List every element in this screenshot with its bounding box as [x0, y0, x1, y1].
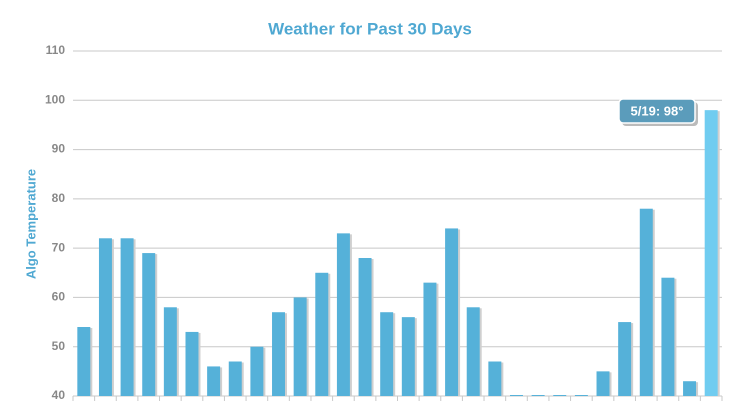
bar: [466, 307, 480, 396]
bar: [207, 366, 221, 396]
bar: [142, 253, 156, 396]
bar: [336, 233, 350, 396]
bar: [661, 277, 675, 396]
y-axis-label: Algo Temperature: [23, 169, 38, 279]
y-tick-label: 90: [52, 142, 66, 156]
bar: [77, 327, 91, 396]
bar: [445, 228, 459, 396]
bar: [185, 331, 199, 396]
bar: [596, 371, 610, 396]
bar: [98, 238, 112, 396]
bar: [293, 297, 307, 396]
bar: [401, 317, 415, 396]
bar: [250, 346, 264, 396]
y-tick-label: 110: [46, 43, 66, 57]
chart-title: Weather for Past 30 Days: [268, 19, 472, 38]
bar: [163, 307, 177, 396]
bar: [704, 110, 718, 397]
bar: [272, 312, 286, 396]
bar: [509, 395, 523, 396]
y-tick-label: 40: [52, 388, 66, 402]
bar: [358, 258, 372, 396]
tooltip-text: 5/19: 98°: [631, 103, 684, 118]
y-tick-label: 100: [45, 92, 65, 106]
y-tick-label: 60: [52, 290, 66, 304]
bar: [488, 361, 502, 396]
y-tick-label: 80: [52, 191, 66, 205]
y-tick-label: 70: [52, 240, 66, 254]
bar: [683, 381, 697, 396]
tooltip-box: [618, 98, 696, 124]
bar: [228, 361, 242, 396]
bar: [120, 238, 134, 396]
bar: [315, 272, 329, 396]
bar: [618, 322, 632, 396]
bar: [423, 282, 437, 396]
bar: [553, 395, 567, 396]
tooltip: 5/19: 98°: [618, 98, 698, 126]
bar: [574, 395, 588, 396]
bar: [380, 312, 394, 396]
y-tick-label: 50: [52, 339, 66, 353]
bar: [531, 395, 545, 396]
bar: [639, 208, 653, 396]
